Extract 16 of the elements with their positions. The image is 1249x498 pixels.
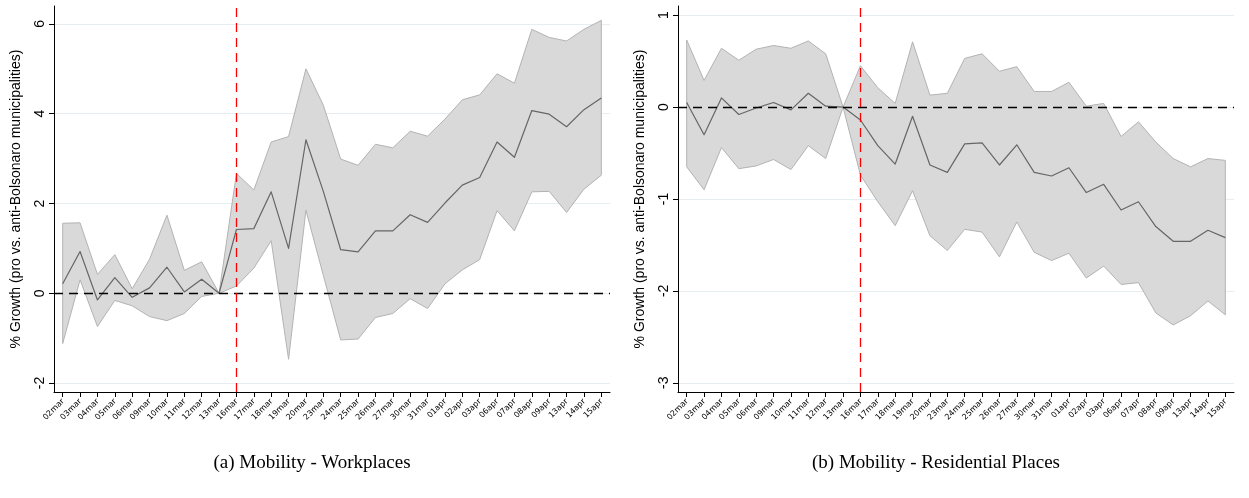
text: (b) Mobility - Residential Places	[811, 451, 1061, 473]
y-tick-label: 4	[31, 109, 47, 118]
y-axis-title: % Growth (pro vs. anti-Bolsonaro municipalities)	[631, 49, 647, 349]
y-tick-label: 6	[31, 19, 47, 28]
line-series	[62, 97, 602, 301]
line-series	[686, 92, 1226, 242]
y-tick-label: 2	[31, 199, 47, 208]
y-tick-label: 1	[655, 11, 671, 20]
y-tick-label: -2	[655, 284, 671, 298]
y-tick-label: -2	[31, 376, 47, 390]
text: (a) Mobility - Workplaces	[213, 451, 411, 473]
y-tick-label: -1	[655, 192, 671, 206]
y-tick-label: 0	[31, 289, 47, 298]
y-tick-label: -3	[655, 376, 671, 390]
y-axis-title: % Growth (pro vs. anti-Bolsonaro municipalities)	[7, 49, 23, 349]
y-tick-label: 0	[655, 102, 671, 111]
